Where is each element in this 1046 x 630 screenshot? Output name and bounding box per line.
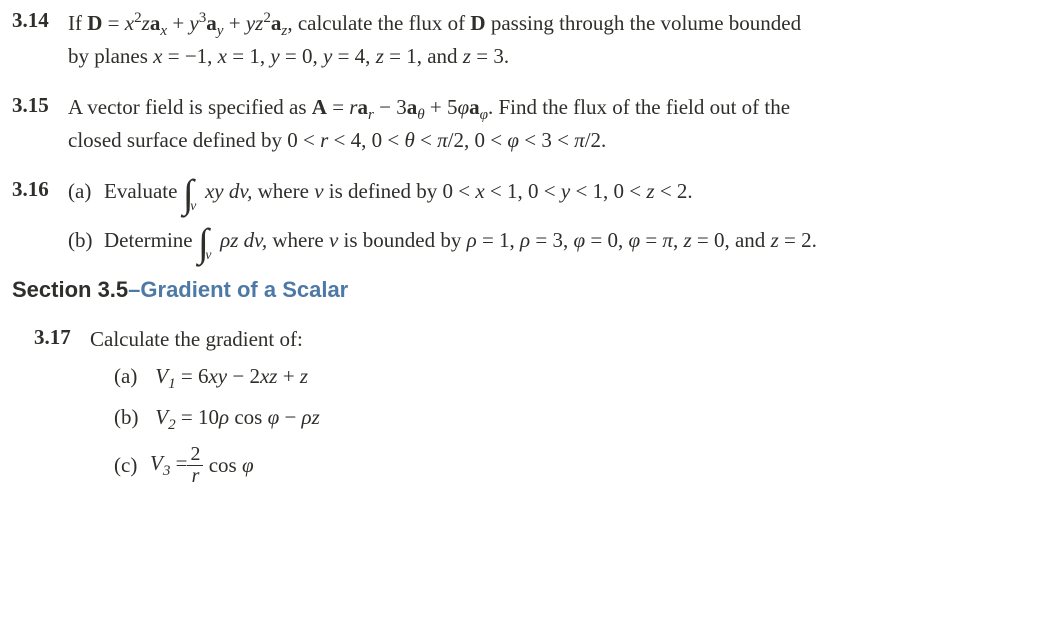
part-c: (c) V3 = 2 r cos φ <box>114 444 1034 487</box>
problem-number: 3.16 <box>12 177 68 202</box>
text: calculate the flux of <box>293 11 471 35</box>
text: by planes <box>68 44 153 68</box>
problem-text: If D = x2zax + y3ay + yz2az, calculate t… <box>68 8 1034 71</box>
problem-text: Calculate the gradient of: (a) V1 = 6xy … <box>90 325 1034 487</box>
part-b: (b) V2 = 10ρ cos φ − ρz <box>114 403 1034 436</box>
textbook-page: 3.14 If D = x2zax + y3ay + yz2az, calcul… <box>0 0 1046 521</box>
problem-text: A vector field is specified as A = rar −… <box>68 93 1034 155</box>
part-label: (b) <box>114 403 150 432</box>
part-a: (a) V1 = 6xy − 2xz + z <box>114 362 1034 395</box>
problem-number: 3.17 <box>34 325 90 350</box>
part-label: (c) <box>114 451 150 480</box>
text: closed surface defined by <box>68 128 287 152</box>
text: is bounded by <box>338 228 466 252</box>
text: Determine <box>104 228 198 252</box>
problem-number: 3.14 <box>12 8 68 33</box>
part-label: (b) <box>68 226 104 255</box>
problem-3-16: 3.16 (a) Evaluate ∫v xy dv, where v is d… <box>12 177 1034 255</box>
text: passing through the volume bounded <box>486 11 802 35</box>
section-heading: Section 3.5–Gradient of a Scalar <box>12 277 1034 303</box>
problem-3-15: 3.15 A vector field is specified as A = … <box>12 93 1034 155</box>
part-label: (a) <box>68 177 104 206</box>
problem-text: (a) Evaluate ∫v xy dv, where v is define… <box>68 177 1034 255</box>
problem-3-17: 3.17 Calculate the gradient of: (a) V1 =… <box>34 325 1034 487</box>
text: where <box>252 179 314 203</box>
part-b: (b) Determine ∫v ρz dv, where v is bound… <box>68 226 1034 255</box>
text: is defined by <box>324 179 443 203</box>
problem-3-14: 3.14 If D = x2zax + y3ay + yz2az, calcul… <box>12 8 1034 71</box>
section-heading-blue: –Gradient of a Scalar <box>128 277 348 302</box>
text: If <box>68 11 87 35</box>
part-label: (a) <box>114 362 150 391</box>
text: where <box>267 228 329 252</box>
text: A vector field is specified as <box>68 95 312 119</box>
problem-number: 3.15 <box>12 93 68 118</box>
part-a: (a) Evaluate ∫v xy dv, where v is define… <box>68 177 1034 206</box>
problem-stem: Calculate the gradient of: <box>90 325 1034 354</box>
section-heading-black: Section 3.5 <box>12 277 128 302</box>
text: Evaluate <box>104 179 183 203</box>
text: Find the flux of the field out of the <box>493 95 790 119</box>
fraction: 2 r <box>187 444 203 487</box>
